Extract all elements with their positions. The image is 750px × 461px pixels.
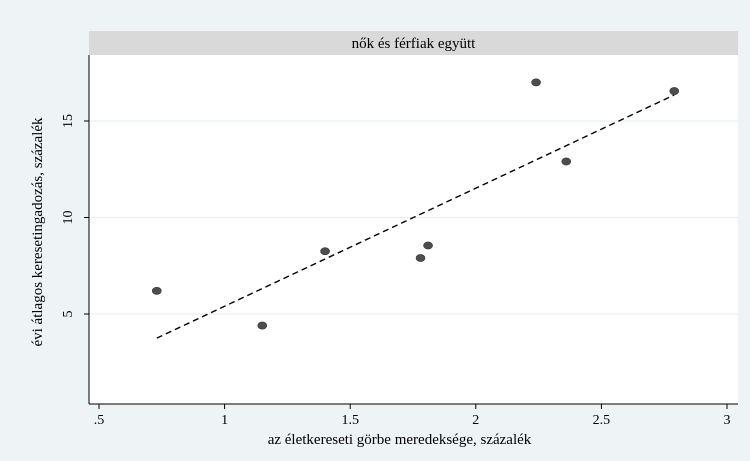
x-tick-label: 1.5 [341, 413, 359, 428]
x-axis-title: az életkereseti görbe meredeksége, száza… [268, 432, 532, 448]
y-tick-label: 10 [61, 211, 76, 225]
data-point [531, 78, 541, 87]
fit-line [156, 94, 675, 339]
data-point [151, 286, 162, 295]
y-axis-title: évi átlagos keresetingadozás, százalék [30, 117, 46, 347]
y-tick-label: 5 [61, 311, 76, 318]
data-point [669, 87, 680, 95]
data-point [257, 321, 268, 330]
data-point [415, 254, 426, 262]
x-tick-label: 2.5 [593, 413, 611, 428]
plot-area [89, 55, 738, 404]
data-point [561, 157, 572, 166]
data-point [320, 247, 330, 256]
x-tick-label: 1 [221, 413, 228, 428]
chart-title: nők és férfiak együtt [352, 36, 477, 52]
data-point [423, 241, 433, 250]
y-tick-label: 15 [61, 114, 76, 128]
title-strip [89, 31, 738, 55]
x-tick-label: 3 [724, 413, 731, 428]
x-tick-label: 2 [472, 413, 479, 428]
x-tick-label: .5 [94, 413, 105, 428]
